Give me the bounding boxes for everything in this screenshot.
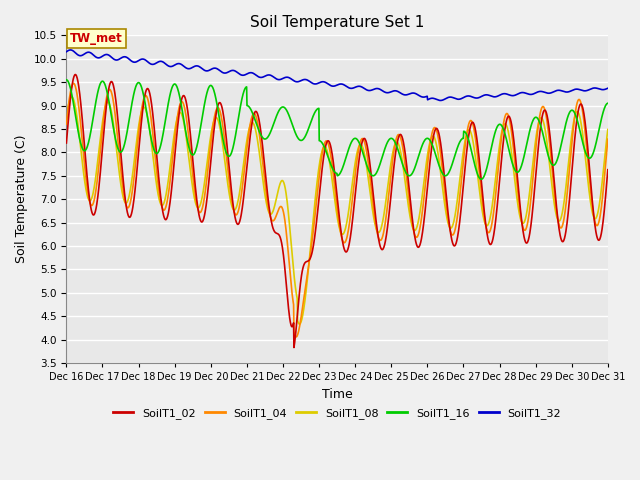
SoilT1_32 xyxy=(314,81,321,86)
SoilT1_02 xyxy=(127,213,134,219)
SoilT1_02 xyxy=(105,86,113,92)
SoilT1_02 xyxy=(314,207,322,213)
Line: SoilT1_08: SoilT1_08 xyxy=(67,97,608,324)
SoilT1_08 xyxy=(105,100,113,106)
Legend: SoilT1_02, SoilT1_04, SoilT1_08, SoilT1_16, SoilT1_32: SoilT1_02, SoilT1_04, SoilT1_08, SoilT1_… xyxy=(109,403,566,423)
SoilT1_32 xyxy=(304,77,312,83)
SoilT1_32 xyxy=(127,58,134,63)
Line: SoilT1_32: SoilT1_32 xyxy=(67,50,608,100)
SoilT1_04 xyxy=(314,186,322,192)
SoilT1_16 xyxy=(104,95,112,101)
SoilT1_16 xyxy=(63,77,70,83)
SoilT1_32 xyxy=(105,52,113,58)
SoilT1_04 xyxy=(304,268,312,274)
SoilT1_04 xyxy=(70,81,77,86)
SoilT1_02 xyxy=(63,140,70,146)
SoilT1_02 xyxy=(72,72,79,77)
SoilT1_16 xyxy=(313,107,321,112)
SoilT1_04 xyxy=(371,218,379,224)
SoilT1_04 xyxy=(293,334,301,339)
SoilT1_04 xyxy=(604,136,612,142)
SoilT1_08 xyxy=(314,173,322,179)
SoilT1_16 xyxy=(303,129,311,135)
SoilT1_32 xyxy=(604,85,612,91)
SoilT1_04 xyxy=(63,121,70,127)
SoilT1_16 xyxy=(477,177,485,182)
Title: Soil Temperature Set 1: Soil Temperature Set 1 xyxy=(250,15,424,30)
SoilT1_04 xyxy=(292,334,300,340)
SoilT1_08 xyxy=(304,270,312,276)
SoilT1_32 xyxy=(436,97,444,103)
SoilT1_32 xyxy=(292,79,300,84)
SoilT1_16 xyxy=(127,110,134,116)
Y-axis label: Soil Temperature (C): Soil Temperature (C) xyxy=(15,135,28,264)
SoilT1_08 xyxy=(68,94,76,100)
SoilT1_08 xyxy=(63,115,70,120)
X-axis label: Time: Time xyxy=(322,388,353,401)
SoilT1_16 xyxy=(292,132,300,137)
SoilT1_08 xyxy=(296,321,303,327)
SoilT1_32 xyxy=(67,47,74,53)
SoilT1_04 xyxy=(127,198,134,204)
SoilT1_02 xyxy=(290,345,298,350)
SoilT1_08 xyxy=(127,185,134,191)
SoilT1_08 xyxy=(604,127,612,132)
SoilT1_02 xyxy=(304,258,312,264)
Line: SoilT1_04: SoilT1_04 xyxy=(67,84,608,337)
Line: SoilT1_02: SoilT1_02 xyxy=(67,74,608,348)
SoilT1_04 xyxy=(105,87,113,93)
SoilT1_08 xyxy=(292,292,300,298)
Line: SoilT1_16: SoilT1_16 xyxy=(67,80,608,180)
Text: TW_met: TW_met xyxy=(70,32,123,45)
SoilT1_08 xyxy=(371,222,379,228)
SoilT1_32 xyxy=(371,86,379,92)
SoilT1_16 xyxy=(371,172,378,178)
SoilT1_32 xyxy=(63,49,70,55)
SoilT1_02 xyxy=(293,318,301,324)
SoilT1_16 xyxy=(604,100,612,106)
SoilT1_02 xyxy=(371,210,379,216)
SoilT1_02 xyxy=(604,167,612,173)
